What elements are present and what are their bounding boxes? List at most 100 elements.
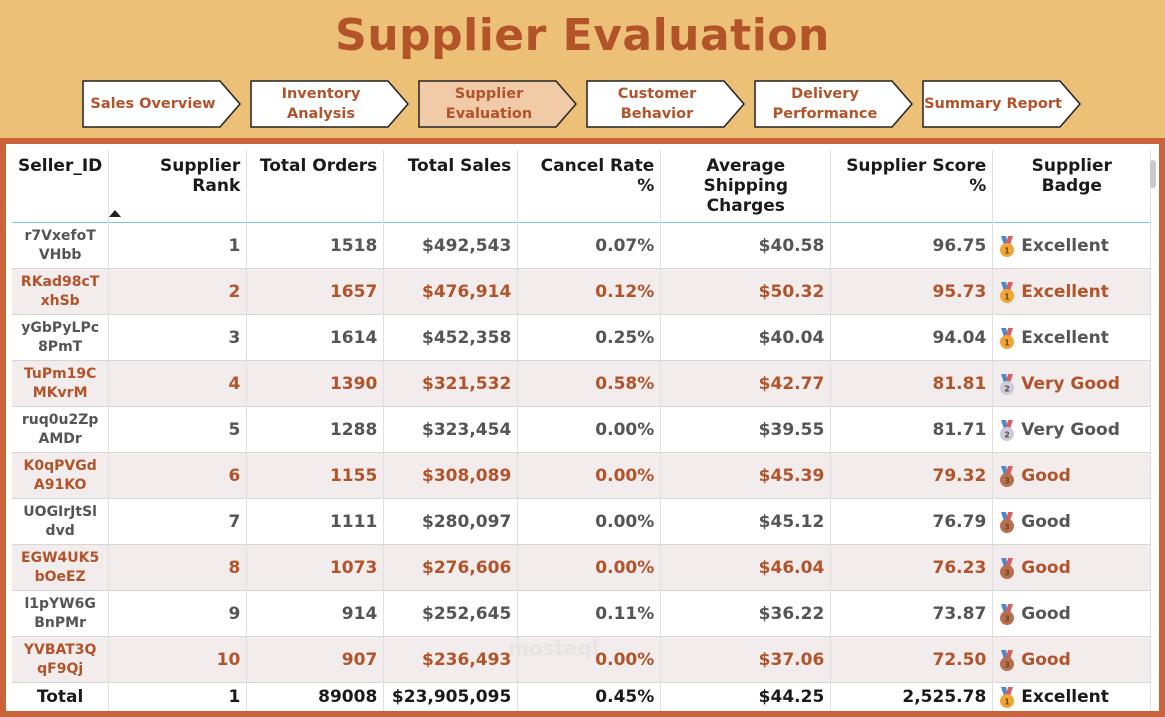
col-header-cancel-rate[interactable]: Cancel Rate % — [517, 150, 662, 223]
nav-button-delivery-performance[interactable]: Delivery Performance — [754, 80, 914, 128]
svg-text:1: 1 — [1004, 698, 1010, 707]
svg-text:1: 1 — [1004, 338, 1010, 347]
bronze-medal-icon: 3 — [999, 649, 1015, 671]
cell-score: 96.75 — [830, 222, 994, 269]
nav-button-label: Inventory Analysis — [281, 86, 361, 122]
table-row[interactable]: EGW4UK5 bOeEZ 8 1073 $276,606 0.00% $46.04 76.… — [12, 544, 1152, 591]
cell-score: 2,525.78 — [830, 682, 994, 711]
table-row[interactable]: TuPm19C MKvrM 4 1390 $321,532 0.58% $42.77 81.… — [12, 360, 1152, 407]
table-row[interactable]: K0qPVGd A91KO 6 1155 $308,089 0.00% $45.39 79.… — [12, 452, 1152, 499]
cell-orders: 1657 — [246, 268, 385, 315]
cell-shipping: $45.39 — [660, 452, 832, 499]
nav-button-sales-overview[interactable]: Sales Overview — [82, 80, 242, 128]
cell-seller-id: RKad98cT xhSb — [12, 268, 110, 315]
badge-label: Very Good — [1021, 419, 1120, 440]
dashboard-header: Supplier Evaluation Sales Overview Invent… — [0, 0, 1165, 140]
badge-label: Excellent — [1021, 687, 1109, 707]
table-container: Seller_ID Supplier Rank Total Orders Tot… — [6, 144, 1159, 711]
col-header-seller-id[interactable]: Seller_ID — [12, 150, 110, 223]
cell-seller-id: K0qPVGd A91KO — [12, 452, 110, 499]
cell-orders: 1073 — [246, 544, 385, 591]
nav-button-customer-behavior[interactable]: Customer Behavior — [586, 80, 746, 128]
col-header-total-sales[interactable]: Total Sales — [383, 150, 519, 223]
cell-cancel: 0.12% — [517, 268, 662, 315]
cell-orders: 1111 — [246, 498, 385, 545]
cell-sales: $252,645 — [383, 590, 519, 637]
col-header-supplier-badge[interactable]: Supplier Badge — [992, 150, 1152, 223]
table-total-row[interactable]: Total 1 89008 $23,905,095 0.45% $44.25 2,525.7… — [12, 682, 1152, 711]
cell-badge: 2 Very Good — [992, 360, 1152, 407]
cell-badge: 3 Good — [992, 544, 1152, 591]
cell-badge: 3 Good — [992, 590, 1152, 637]
table-row[interactable]: yGbPyLPc 8PmT 3 1614 $452,358 0.25% $40.04 94.… — [12, 314, 1152, 361]
table-row[interactable]: UOGIrJtSl dvd 7 1111 $280,097 0.00% $45.12 76.… — [12, 498, 1152, 545]
cell-badge: 3 Good — [992, 636, 1152, 683]
svg-text:3: 3 — [1004, 522, 1010, 531]
cell-rank: 5 — [108, 406, 248, 453]
cell-sales: $452,358 — [383, 314, 519, 361]
cell-rank: 1 — [108, 222, 248, 269]
badge-wrapper: 3 Good — [999, 465, 1144, 487]
cell-sales: $323,454 — [383, 406, 519, 453]
nav-button-label: Sales Overview — [90, 96, 216, 112]
svg-text:3: 3 — [1004, 614, 1010, 623]
badge-wrapper: 3 Good — [999, 511, 1144, 533]
cell-orders: 914 — [246, 590, 385, 637]
table-row[interactable]: r7VxefoT VHbb 1 1518 $492,543 0.07% $40.58 96.… — [12, 222, 1152, 269]
nav-button-inventory-analysis[interactable]: Inventory Analysis — [250, 80, 410, 128]
table-row[interactable]: l1pYW6G BnPMr 9 914 $252,645 0.11% $36.22 73.8… — [12, 590, 1152, 637]
svg-text:1: 1 — [1004, 246, 1010, 255]
nav-button-supplier-evaluation[interactable]: Supplier Evaluation — [418, 80, 578, 128]
svg-text:2: 2 — [1004, 430, 1010, 439]
table-row[interactable]: ruq0u2Zp AMDr 5 1288 $323,454 0.00% $39.55 81.… — [12, 406, 1152, 453]
cell-rank: 10 — [108, 636, 248, 683]
bronze-medal-icon: 3 — [999, 511, 1015, 533]
cell-sales: $476,914 — [383, 268, 519, 315]
col-header-avg-shipping[interactable]: Average Shipping Charges — [660, 150, 832, 223]
cell-seller-id: TuPm19C MKvrM — [12, 360, 110, 407]
cell-shipping: $40.04 — [660, 314, 832, 361]
navigation-bar: Sales Overview Inventory Analysis Supplier… — [0, 80, 1165, 128]
cell-shipping: $36.22 — [660, 590, 832, 637]
cell-rank: 8 — [108, 544, 248, 591]
cell-badge: 1 Excellent — [992, 314, 1152, 361]
col-header-total-orders[interactable]: Total Orders — [246, 150, 385, 223]
cell-orders: 89008 — [246, 682, 385, 711]
cell-badge: 3 Good — [992, 498, 1152, 545]
cell-orders: 1390 — [246, 360, 385, 407]
nav-button-summary-report[interactable]: Summary Report — [922, 80, 1082, 128]
cell-shipping: $50.32 — [660, 268, 832, 315]
cell-cancel: 0.07% — [517, 222, 662, 269]
cell-sales: $308,089 — [383, 452, 519, 499]
badge-wrapper: 2 Very Good — [999, 373, 1144, 395]
vertical-scrollbar[interactable] — [1150, 160, 1156, 188]
table-row[interactable]: RKad98cT xhSb 2 1657 $476,914 0.12% $50.32 95.… — [12, 268, 1152, 315]
table-row[interactable]: YVBAT3Q qF9Qj 10 907 $236,493 0.00% $37.06 72.… — [12, 636, 1152, 683]
cell-cancel: 0.00% — [517, 544, 662, 591]
cell-cancel: 0.00% — [517, 406, 662, 453]
cell-score: 95.73 — [830, 268, 994, 315]
cell-orders: 1288 — [246, 406, 385, 453]
col-header-supplier-rank[interactable]: Supplier Rank — [108, 150, 248, 223]
cell-rank: 1 — [108, 682, 248, 711]
cell-orders: 1155 — [246, 452, 385, 499]
cell-shipping: $39.55 — [660, 406, 832, 453]
silver-medal-icon: 2 — [999, 419, 1015, 441]
cell-score: 79.32 — [830, 452, 994, 499]
cell-seller-id: yGbPyLPc 8PmT — [12, 314, 110, 361]
cell-cancel: 0.11% — [517, 590, 662, 637]
badge-wrapper: 3 Good — [999, 649, 1144, 671]
gold-medal-icon: 1 — [999, 281, 1015, 303]
cell-shipping: $37.06 — [660, 636, 832, 683]
cell-score: 76.79 — [830, 498, 994, 545]
svg-text:2: 2 — [1004, 384, 1010, 393]
svg-text:1: 1 — [1004, 292, 1010, 301]
nav-arrow-shape — [250, 80, 409, 128]
col-header-supplier-score[interactable]: Supplier Score % — [830, 150, 994, 223]
badge-wrapper: 1 Excellent — [999, 235, 1144, 257]
cell-cancel: 0.00% — [517, 452, 662, 499]
cell-shipping: $42.77 — [660, 360, 832, 407]
svg-text:3: 3 — [1004, 476, 1010, 485]
bronze-medal-icon: 3 — [999, 465, 1015, 487]
cell-shipping: $44.25 — [660, 682, 832, 711]
